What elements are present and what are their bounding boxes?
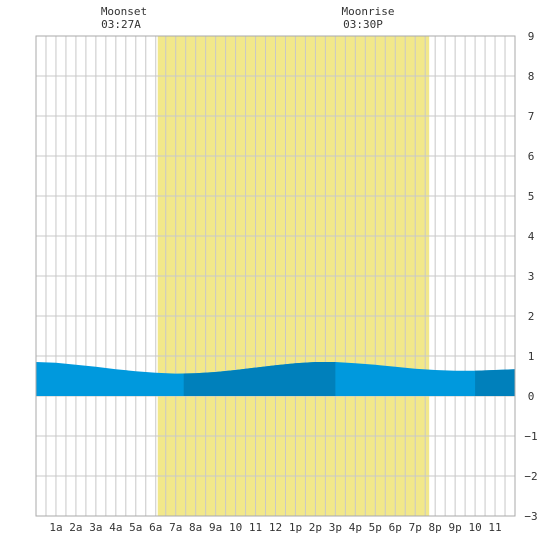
moonrise-time: 03:30P: [343, 18, 383, 31]
x-tick-label: 6p: [389, 521, 402, 534]
x-tick-label: 10: [468, 521, 481, 534]
x-tick-label: 5a: [129, 521, 142, 534]
tide-shading-band: [183, 362, 336, 396]
x-tick-label: 11: [249, 521, 262, 534]
plot-frame: [35, 35, 516, 517]
x-tick-label: 7a: [169, 521, 182, 534]
moonrise-title: Moonrise: [342, 5, 395, 18]
y-tick-label: 4: [528, 230, 535, 243]
x-tick-label: 8a: [189, 521, 202, 534]
y-tick-label: 2: [528, 310, 535, 323]
x-tick-label: 8p: [429, 521, 442, 534]
x-tick-label: 10: [229, 521, 242, 534]
x-tick-label: 9a: [209, 521, 222, 534]
y-tick-label: −1: [524, 430, 537, 443]
x-tick-label: 2p: [309, 521, 322, 534]
y-tick-label: 5: [528, 190, 535, 203]
y-tick-label: 6: [528, 150, 535, 163]
x-tick-label: 2a: [69, 521, 82, 534]
x-tick-label: 7p: [409, 521, 422, 534]
x-tick-label: 1a: [49, 521, 62, 534]
y-tick-label: 7: [528, 110, 535, 123]
tide-shading-band: [475, 369, 515, 396]
y-tick-label: 1: [528, 350, 535, 363]
x-tick-label: 11: [488, 521, 501, 534]
y-tick-label: −3: [524, 510, 537, 523]
y-tick-label: −2: [524, 470, 537, 483]
y-tick-label: 3: [528, 270, 535, 283]
x-tick-label: 3a: [89, 521, 102, 534]
moonset-title: Moonset: [101, 5, 147, 18]
x-tick-label: 1p: [289, 521, 302, 534]
x-tick-label: 9p: [449, 521, 462, 534]
y-tick-label: 9: [528, 30, 535, 43]
moonset-time: 03:27A: [101, 18, 141, 31]
x-tick-label: 4a: [109, 521, 122, 534]
y-tick-label: 8: [528, 70, 535, 83]
x-tick-label: 6a: [149, 521, 162, 534]
x-tick-label: 5p: [369, 521, 382, 534]
x-tick-label: 3p: [329, 521, 342, 534]
x-tick-label: 4p: [349, 521, 362, 534]
x-tick-label: 12: [269, 521, 282, 534]
y-tick-label: 0: [528, 390, 535, 403]
